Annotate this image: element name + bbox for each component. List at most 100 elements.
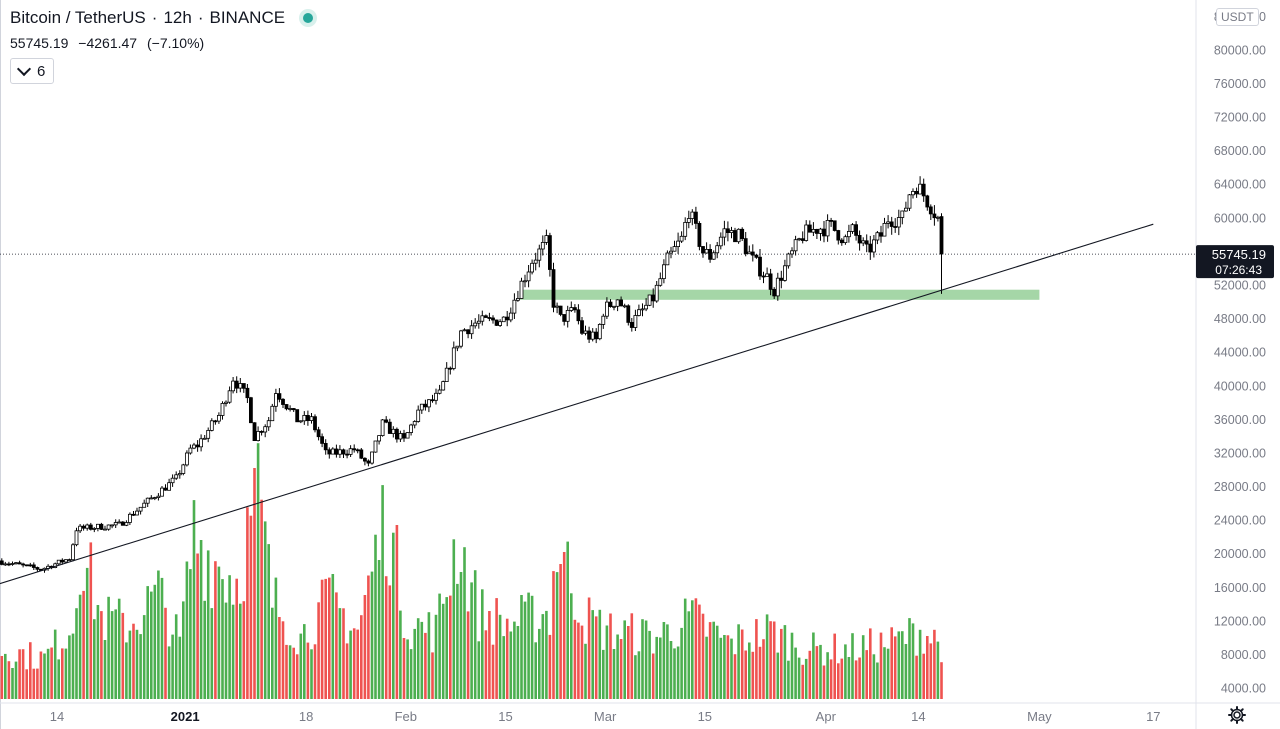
candle-body: [573, 307, 577, 311]
candle-body: [138, 506, 143, 512]
volume-bar: [762, 639, 765, 699]
volume-bar: [808, 650, 812, 699]
volume-bar: [701, 613, 705, 699]
volume-bar: [71, 633, 75, 699]
volume-bar: [744, 650, 747, 699]
volume-bar: [488, 611, 491, 699]
interval-label[interactable]: 12h: [163, 8, 192, 27]
candle-body: [850, 224, 855, 232]
volume-bar: [11, 668, 14, 699]
candle-body: [31, 564, 36, 568]
volume-bar: [36, 668, 39, 699]
volume-bar: [772, 621, 776, 699]
candle-body: [337, 449, 342, 455]
candle-body: [120, 521, 125, 526]
indicators-toggle-button[interactable]: 6: [10, 58, 55, 84]
candle-body: [291, 408, 296, 411]
volume-bar: [292, 647, 295, 699]
symbol-header[interactable]: Bitcoin / TetherUS · 12h · BINANCE: [10, 8, 318, 28]
volume-bar: [206, 550, 210, 699]
candle-body: [288, 408, 293, 410]
candle-body: [409, 424, 414, 433]
volume-bar: [96, 605, 100, 699]
volume-bar: [751, 651, 755, 699]
price-unit-label[interactable]: USDT: [1216, 8, 1259, 26]
trendline: [0, 223, 1154, 585]
volume-bar: [819, 644, 822, 699]
candle-body: [419, 403, 424, 411]
volume-bar: [367, 575, 370, 699]
candle-body: [313, 416, 317, 431]
candle-body: [896, 217, 901, 228]
volume-bar: [85, 567, 89, 699]
candle-body: [750, 251, 755, 256]
candle-body: [241, 383, 246, 389]
volume-bar: [25, 669, 28, 699]
market-status-icon[interactable]: [299, 9, 318, 27]
volume-bar: [851, 633, 854, 699]
volume-bar: [922, 653, 925, 699]
volume-bar: [349, 630, 352, 699]
volume-bar: [231, 604, 235, 699]
candle-body: [551, 269, 556, 308]
candle-body: [370, 451, 374, 464]
volume-bar: [32, 668, 36, 699]
volume-bar: [89, 542, 93, 699]
volume-bar: [502, 636, 505, 699]
volume-bar: [203, 600, 206, 699]
volume-bar: [879, 632, 883, 699]
volume-bar: [150, 591, 153, 699]
volume-bar: [619, 639, 623, 699]
volume-bar: [103, 640, 107, 699]
candle-body: [305, 414, 310, 421]
volume-bar: [352, 628, 356, 699]
price-tick-label: 28000.00: [1214, 480, 1266, 494]
price-tick-label: 16000.00: [1214, 581, 1266, 595]
volume-bar: [39, 651, 43, 699]
candle-body: [398, 433, 403, 440]
candle-body: [352, 448, 357, 451]
candle-body: [932, 213, 937, 219]
volume-bar: [659, 637, 662, 699]
candle-body: [423, 403, 428, 408]
volume-bar: [335, 592, 338, 699]
volume-bar: [431, 652, 434, 699]
volume-bar: [676, 646, 680, 699]
volume-bar: [733, 654, 737, 699]
volume-bar: [192, 500, 196, 699]
volume-bar: [844, 644, 847, 699]
volume-bar: [110, 611, 114, 699]
candle-body: [71, 544, 75, 561]
volume-bar: [199, 540, 203, 699]
volume-bar: [370, 571, 374, 699]
volume-bar: [890, 627, 893, 699]
candle-body: [665, 252, 670, 266]
candle-body: [394, 428, 399, 440]
volume-bar: [320, 579, 324, 699]
volume-bar: [737, 624, 740, 699]
volume-bar: [93, 619, 96, 699]
candle-body: [103, 528, 107, 531]
candle-body: [142, 502, 147, 508]
candle-body: [555, 305, 559, 308]
time-tick-label: 17: [1146, 709, 1160, 724]
volume-bar: [61, 648, 64, 699]
volume-bar: [840, 658, 844, 699]
candle-body: [14, 562, 18, 565]
candle-body: [60, 559, 65, 563]
volume-bar: [933, 629, 936, 699]
candle-body: [825, 219, 830, 237]
volume-bar: [801, 664, 804, 699]
gear-icon[interactable]: [1227, 705, 1247, 725]
candle-body: [647, 294, 652, 306]
volume-bar: [64, 648, 68, 699]
candle-body: [224, 401, 228, 404]
candle-body: [793, 239, 798, 252]
candle-body: [918, 183, 922, 195]
interval-separator: ·: [151, 8, 158, 27]
candle-body: [64, 559, 68, 563]
symbol-name[interactable]: Bitcoin / TetherUS: [10, 8, 146, 27]
volume-bar: [562, 552, 566, 699]
candle-body: [580, 320, 584, 334]
